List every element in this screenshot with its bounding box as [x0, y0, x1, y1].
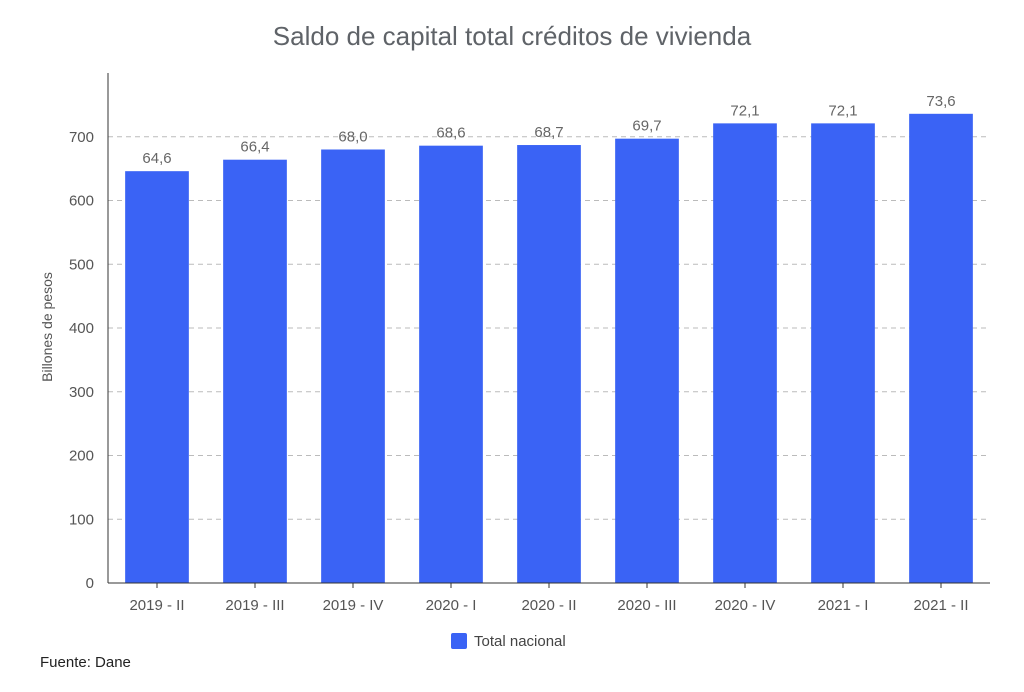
x-tick-label: 2019 - IV	[323, 597, 384, 614]
bar[interactable]	[615, 138, 679, 583]
bar[interactable]	[419, 145, 483, 584]
bar[interactable]	[713, 123, 777, 584]
data-label: 73,6	[926, 93, 955, 110]
x-tick-label: 2019 - III	[225, 597, 284, 614]
bar[interactable]	[909, 113, 973, 584]
data-label: 64,6	[142, 150, 171, 167]
data-label: 72,1	[828, 102, 857, 119]
data-labels: 64,6 66,4 68,0 68,6 68,7 69,7 72,1 72,1 73,6	[142, 93, 955, 167]
x-tick-label: 2021 - II	[913, 597, 968, 614]
bars	[125, 113, 973, 584]
y-tick-label: 100	[69, 511, 94, 528]
x-tick-label: 2020 - III	[617, 597, 676, 614]
bar[interactable]	[517, 145, 581, 583]
legend-label-total-nacional: Total nacional	[474, 633, 566, 650]
y-tick-label: 700	[69, 129, 94, 146]
y-tick-label: 0	[86, 575, 94, 592]
data-label: 68,6	[436, 125, 465, 142]
y-tick-label: 400	[69, 320, 94, 337]
x-tick-label: 2020 - I	[426, 597, 477, 614]
chart-title: Saldo de capital total créditos de vivie…	[273, 21, 752, 51]
legend-swatch	[451, 633, 467, 649]
x-tick-label: 2019 - II	[129, 597, 184, 614]
data-label: 66,4	[240, 139, 269, 156]
data-label: 68,0	[338, 129, 367, 146]
y-tick-label: 600	[69, 193, 94, 210]
data-label: 72,1	[730, 102, 759, 119]
bar[interactable]	[321, 149, 385, 584]
x-tick-label: 2021 - I	[818, 597, 869, 614]
x-tick-label: 2020 - II	[521, 597, 576, 614]
y-axis-title: Billones de pesos	[39, 272, 55, 382]
bar[interactable]	[223, 159, 287, 583]
y-axis-ticks: 0 100 200 300 400 500 600 700	[69, 129, 94, 592]
source-note: Fuente: Dane	[40, 654, 131, 671]
y-tick-label: 200	[69, 448, 94, 465]
legend: Total nacional	[451, 633, 566, 650]
y-tick-label: 300	[69, 384, 94, 401]
bar[interactable]	[125, 171, 189, 584]
x-axis-ticks: 2019 - II 2019 - III 2019 - IV 2020 - I 2020…	[129, 583, 969, 614]
data-label: 68,7	[534, 124, 563, 141]
data-label: 69,7	[632, 118, 661, 135]
y-tick-label: 500	[69, 256, 94, 273]
x-tick-label: 2020 - IV	[715, 597, 776, 614]
bar[interactable]	[811, 123, 875, 584]
